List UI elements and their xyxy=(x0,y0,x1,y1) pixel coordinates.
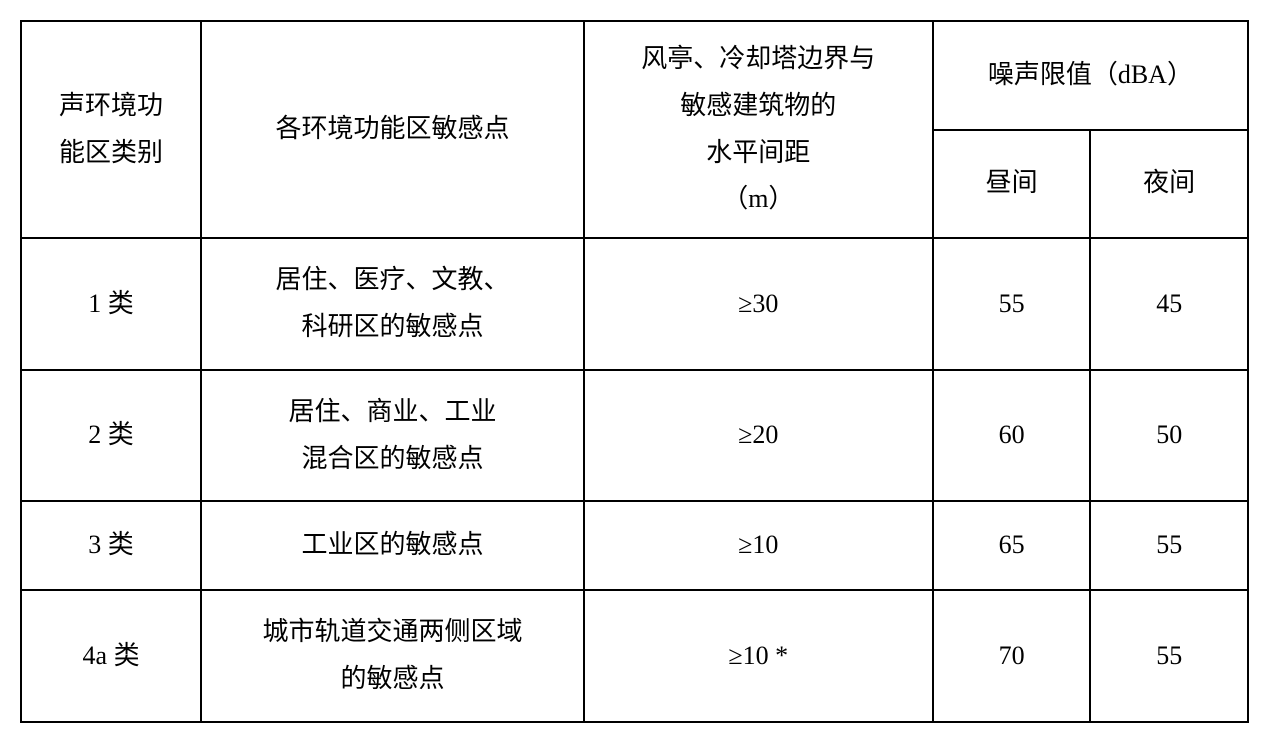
header-distance-line1: 风亭、冷却塔边界与 xyxy=(641,44,875,73)
header-category: 声环境功 能区类别 xyxy=(21,21,201,238)
cell-category: 3 类 xyxy=(21,501,201,590)
header-night: 夜间 xyxy=(1090,130,1248,239)
table-row: 3 类 工业区的敏感点 ≥10 65 55 xyxy=(21,501,1248,590)
cell-day: 70 xyxy=(933,590,1091,722)
cell-night: 45 xyxy=(1090,238,1248,370)
cell-sensitive-line2: 科研区的敏感点 xyxy=(301,312,483,341)
cell-sensitive: 工业区的敏感点 xyxy=(201,501,584,590)
cell-sensitive: 居住、商业、工业 混合区的敏感点 xyxy=(201,370,584,502)
cell-night: 50 xyxy=(1090,370,1248,502)
cell-night: 55 xyxy=(1090,590,1248,722)
cell-night: 55 xyxy=(1090,501,1248,590)
header-category-line1: 声环境功 xyxy=(59,91,163,120)
cell-day: 65 xyxy=(933,501,1091,590)
noise-limit-table: 声环境功 能区类别 各环境功能区敏感点 风亭、冷却塔边界与 敏感建筑物的 水平间… xyxy=(20,20,1249,723)
cell-sensitive-line1: 居住、商业、工业 xyxy=(288,397,496,426)
cell-category: 2 类 xyxy=(21,370,201,502)
cell-day: 55 xyxy=(933,238,1091,370)
header-day: 昼间 xyxy=(933,130,1091,239)
header-distance-line2: 敏感建筑物的 xyxy=(680,91,836,120)
cell-sensitive-line1: 居住、医疗、文教、 xyxy=(275,265,509,294)
header-distance-line4: （m） xyxy=(722,184,794,213)
cell-sensitive: 城市轨道交通两侧区域 的敏感点 xyxy=(201,590,584,722)
cell-category: 4a 类 xyxy=(21,590,201,722)
table-header-row-1: 声环境功 能区类别 各环境功能区敏感点 风亭、冷却塔边界与 敏感建筑物的 水平间… xyxy=(21,21,1248,130)
cell-distance: ≥30 xyxy=(584,238,933,370)
cell-distance: ≥10 xyxy=(584,501,933,590)
cell-category: 1 类 xyxy=(21,238,201,370)
table-row: 4a 类 城市轨道交通两侧区域 的敏感点 ≥10 * 70 55 xyxy=(21,590,1248,722)
header-distance: 风亭、冷却塔边界与 敏感建筑物的 水平间距 （m） xyxy=(584,21,933,238)
header-noise-limit: 噪声限值（dBA） xyxy=(933,21,1248,130)
header-distance-line3: 水平间距 xyxy=(706,138,810,167)
cell-distance: ≥20 xyxy=(584,370,933,502)
noise-limit-table-container: 声环境功 能区类别 各环境功能区敏感点 风亭、冷却塔边界与 敏感建筑物的 水平间… xyxy=(20,20,1249,723)
cell-distance: ≥10 * xyxy=(584,590,933,722)
cell-sensitive-line1: 城市轨道交通两侧区域 xyxy=(262,617,522,646)
cell-day: 60 xyxy=(933,370,1091,502)
cell-sensitive-line2: 的敏感点 xyxy=(340,664,444,693)
header-category-line2: 能区类别 xyxy=(59,138,163,167)
table-row: 2 类 居住、商业、工业 混合区的敏感点 ≥20 60 50 xyxy=(21,370,1248,502)
cell-sensitive-line2: 混合区的敏感点 xyxy=(301,444,483,473)
header-sensitive-point: 各环境功能区敏感点 xyxy=(201,21,584,238)
table-row: 1 类 居住、医疗、文教、 科研区的敏感点 ≥30 55 45 xyxy=(21,238,1248,370)
cell-sensitive: 居住、医疗、文教、 科研区的敏感点 xyxy=(201,238,584,370)
